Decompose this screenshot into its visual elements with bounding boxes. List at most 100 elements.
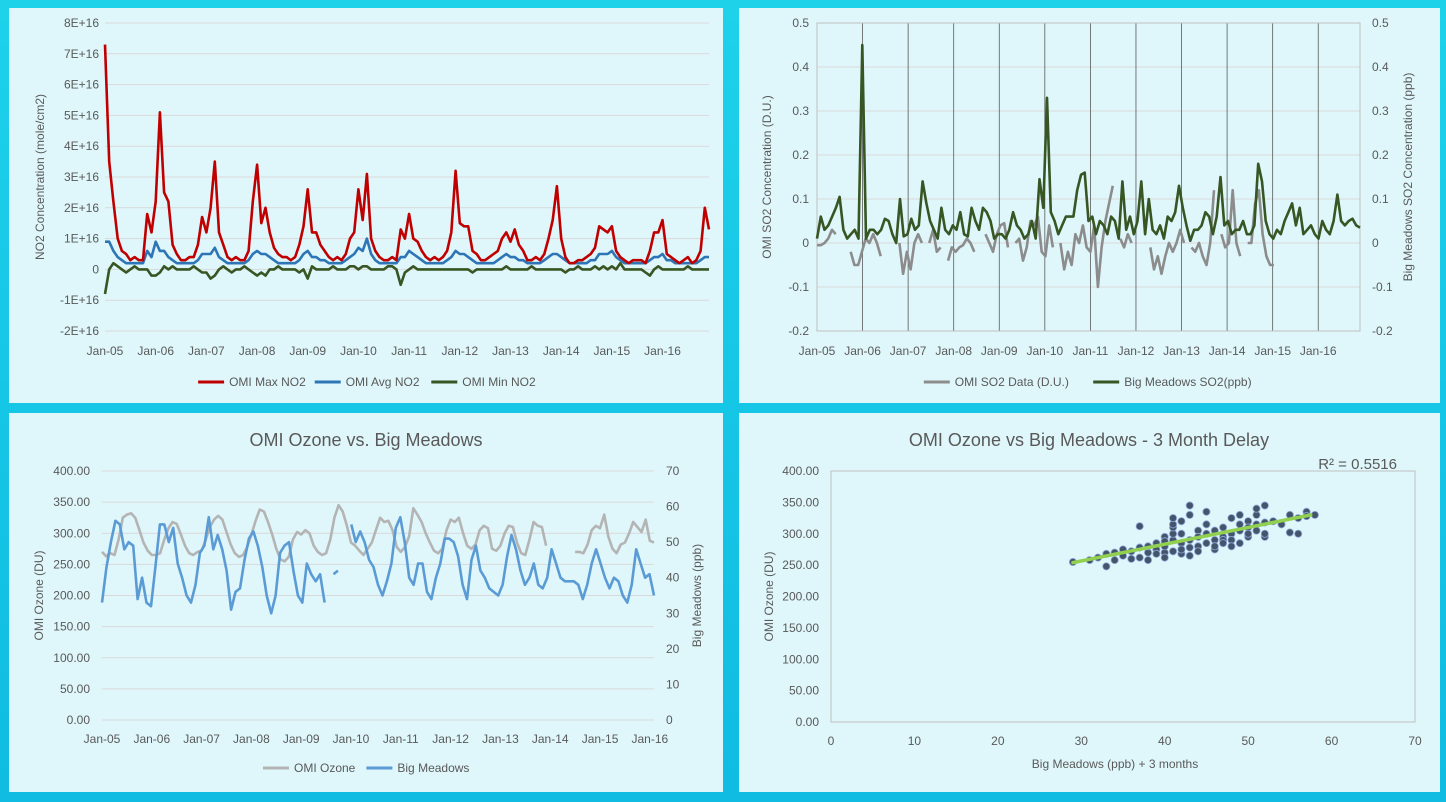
scatter-point <box>1177 529 1186 538</box>
y-tick-label: 200.00 <box>53 589 90 603</box>
x-tick-label: 50 <box>1241 734 1255 748</box>
legend-label: OMI SO2 Data (D.U.) <box>955 375 1069 389</box>
x-tick-label: Jan-11 <box>391 344 427 358</box>
scatter-point <box>1194 547 1203 556</box>
y-tick-label: 0.4 <box>792 60 809 74</box>
y-tick-label: -0.2 <box>788 324 809 338</box>
series-line-omi-ozone <box>101 503 655 563</box>
y-tick-label: 100.00 <box>53 651 90 665</box>
scatter-point <box>1235 520 1244 529</box>
x-tick-label: Jan-15 <box>1254 344 1291 358</box>
x-tick-label: Jan-06 <box>133 732 170 746</box>
so2-chart: -0.2 -0.1 0 0.1 0.2 0.3 0.4 0.5 -0.2 -0.1 0 0.1 0.2 0… <box>760 16 1415 389</box>
chart-title: OMI Ozone vs Big Meadows - 3 Month Delay <box>909 430 1269 450</box>
chart-title: OMI Ozone vs. Big Meadows <box>249 430 482 450</box>
x-tick-label: Jan-11 <box>383 732 419 746</box>
x-tick-label: 60 <box>1325 734 1339 748</box>
so2-chart-panel: -0.2 -0.1 0 0.1 0.2 0.3 0.4 0.5 -0.2 -0.1 0 0.1 0.2 0… <box>739 8 1440 403</box>
x-tick-label: Jan-05 <box>84 732 121 746</box>
x-tick-label: Jan-05 <box>87 344 124 358</box>
y2-tick-label: 70 <box>666 464 680 478</box>
y-tick-label: 50.00 <box>789 684 819 698</box>
y-tick-label: 0 <box>92 262 99 276</box>
x-tick-label: Jan-06 <box>844 344 881 358</box>
x-tick-label: Jan-08 <box>935 344 972 358</box>
x-tick-label: Jan-12 <box>1118 344 1155 358</box>
ozone-scatter-chart-panel: OMI Ozone vs Big Meadows - 3 Month Delay… <box>739 413 1440 792</box>
scatter-point <box>1185 510 1194 519</box>
y-tick-label: 150.00 <box>782 621 819 635</box>
x-tick-label: Jan-09 <box>981 344 1018 358</box>
y-tick-label: 6E+16 <box>64 78 99 92</box>
legend-label: OMI Max NO2 <box>229 375 306 389</box>
y2-tick-label: 0.4 <box>1372 60 1389 74</box>
y-tick-label: 3E+16 <box>64 170 99 184</box>
x-tick-label: Jan-10 <box>1026 344 1063 358</box>
y-tick-label: -0.1 <box>788 280 809 294</box>
scatter-point <box>1135 522 1144 531</box>
y2-tick-label: 0.3 <box>1372 104 1389 118</box>
y-axis-title: NO2 Concentration (mole/cm2) <box>33 94 47 260</box>
y2-tick-label: 0.2 <box>1372 148 1389 162</box>
y2-axis-title: Big Meadows SO2 Concentration (ppb) <box>1401 73 1415 282</box>
scatter-point <box>1260 529 1269 538</box>
scatter-point <box>1160 553 1169 562</box>
scatter-point <box>1135 553 1144 562</box>
scatter-point <box>1285 528 1294 537</box>
scatter-point <box>1252 526 1261 535</box>
scatter-point <box>1202 520 1211 529</box>
x-tick-label: 0 <box>828 734 835 748</box>
scatter-point <box>1202 539 1211 548</box>
x-tick-label: Jan-10 <box>340 344 377 358</box>
y-axis-title: OMI Ozone (DU) <box>762 551 776 641</box>
y-tick-label: 250.00 <box>782 558 819 572</box>
y2-tick-label: 0.5 <box>1372 16 1389 30</box>
x-tick-label: Jan-07 <box>890 344 927 358</box>
y-tick-label: -1E+16 <box>60 293 99 307</box>
x-axis-title: Big Meadows (ppb) + 3 months <box>1032 757 1198 771</box>
y-tick-label: 100.00 <box>782 652 819 666</box>
scatter-point <box>1210 542 1219 551</box>
plot-border <box>830 470 1416 723</box>
x-tick-label: Jan-08 <box>239 344 276 358</box>
scatter-point <box>1110 556 1119 565</box>
y-tick-label: 2E+16 <box>64 201 99 215</box>
y2-tick-label: 0 <box>666 713 673 727</box>
scatter-point <box>1252 504 1261 513</box>
no2-chart: -2E+16 -1E+16 0 1E+16 2E+16 3E+16 4E+16 5E+16 6E… <box>33 16 711 389</box>
y-axis-title: OMI SO2 Concentration (D.U.) <box>760 95 774 258</box>
series-line-big-meadows <box>100 515 656 615</box>
legend-label: Big Meadows SO2(ppb) <box>1124 375 1251 389</box>
y-tick-label: 4E+16 <box>64 139 99 153</box>
x-tick-label: Jan-16 <box>631 732 668 746</box>
x-tick-label: Jan-14 <box>1209 344 1246 358</box>
scatter-point <box>1219 539 1228 548</box>
legend-label: Big Meadows <box>397 761 469 775</box>
scatter-point <box>1219 523 1228 532</box>
y-axis-title: OMI Ozone (DU) <box>32 550 46 640</box>
y2-tick-label: 30 <box>666 606 680 620</box>
x-tick-label: Jan-16 <box>1300 344 1337 358</box>
y-tick-label: 0.5 <box>792 16 809 30</box>
x-tick-label: Jan-15 <box>594 344 631 358</box>
series-line-0 <box>103 44 711 265</box>
x-tick-label: 40 <box>1158 734 1172 748</box>
x-tick-label: Jan-06 <box>137 344 174 358</box>
y-tick-label: 0.3 <box>792 104 809 118</box>
scatter-point <box>1294 529 1303 538</box>
x-tick-label: Jan-07 <box>188 344 225 358</box>
x-tick-label: Jan-07 <box>183 732 220 746</box>
y2-tick-label: -0.2 <box>1372 324 1393 338</box>
scatter-point <box>1169 514 1178 523</box>
series-line-1 <box>815 43 1361 245</box>
plot-border <box>816 22 1361 332</box>
scatter-point <box>1152 549 1161 558</box>
x-tick-label: Jan-14 <box>532 732 569 746</box>
y-tick-label: 0.2 <box>792 148 809 162</box>
x-tick-label: Jan-05 <box>799 344 836 358</box>
scatter-point <box>1235 510 1244 519</box>
x-tick-label: Jan-13 <box>492 344 529 358</box>
series-line-1 <box>105 237 709 265</box>
y-tick-label: 0.1 <box>792 192 809 206</box>
x-tick-label: Jan-09 <box>283 732 320 746</box>
